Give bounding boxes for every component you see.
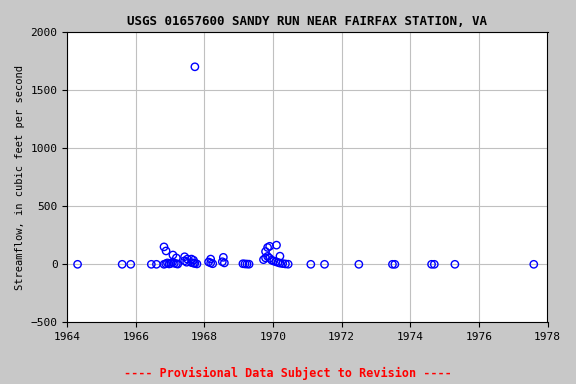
Point <box>242 261 252 267</box>
Point <box>168 259 177 265</box>
Point <box>161 248 170 254</box>
Point <box>261 248 270 255</box>
Point <box>160 261 169 267</box>
Point <box>172 261 181 267</box>
Point <box>218 259 227 265</box>
Point <box>430 261 439 267</box>
Point <box>259 257 268 263</box>
Point <box>180 258 189 264</box>
Point <box>126 261 135 267</box>
Point <box>160 244 169 250</box>
Point <box>263 253 272 260</box>
Point <box>278 260 287 266</box>
Point <box>273 259 282 265</box>
Point <box>173 261 183 267</box>
Point <box>265 243 274 249</box>
Point <box>166 260 176 266</box>
Point <box>269 258 278 264</box>
Point <box>172 255 181 261</box>
Point <box>271 259 281 265</box>
Point <box>180 254 189 260</box>
Point <box>267 257 276 263</box>
Point <box>320 261 329 267</box>
Y-axis label: Streamflow, in cubic feet per second: Streamflow, in cubic feet per second <box>15 65 25 290</box>
Point <box>529 261 539 267</box>
Point <box>118 261 127 267</box>
Point <box>427 261 436 267</box>
Point <box>204 259 213 265</box>
Point <box>208 261 217 267</box>
Point <box>187 256 196 262</box>
Point <box>240 261 249 267</box>
Point <box>219 254 228 260</box>
Title: USGS 01657600 SANDY RUN NEAR FAIRFAX STATION, VA: USGS 01657600 SANDY RUN NEAR FAIRFAX STA… <box>127 15 487 28</box>
Point <box>161 261 170 267</box>
Point <box>170 260 179 266</box>
Point <box>283 261 293 267</box>
Point <box>281 261 290 267</box>
Point <box>275 260 285 266</box>
Point <box>206 260 215 266</box>
Point <box>163 260 172 266</box>
Point <box>238 261 248 267</box>
Point <box>183 256 192 262</box>
Point <box>189 257 198 263</box>
Point <box>165 261 174 267</box>
Point <box>147 261 156 267</box>
Point <box>388 261 397 267</box>
Point <box>354 261 363 267</box>
Point <box>187 260 196 266</box>
Text: ---- Provisional Data Subject to Revision ----: ---- Provisional Data Subject to Revisio… <box>124 367 452 380</box>
Point <box>391 261 400 267</box>
Point <box>244 261 253 267</box>
Point <box>206 256 215 262</box>
Point <box>263 244 272 250</box>
Point <box>450 261 460 267</box>
Point <box>73 261 82 267</box>
Point <box>168 252 177 258</box>
Point <box>220 260 229 266</box>
Point <box>272 242 281 248</box>
Point <box>192 261 202 267</box>
Point <box>265 255 274 262</box>
Point <box>190 64 199 70</box>
Point <box>189 260 198 266</box>
Point <box>152 261 161 267</box>
Point <box>182 259 191 265</box>
Point <box>306 261 316 267</box>
Point <box>190 260 199 266</box>
Point <box>275 253 285 259</box>
Point <box>261 255 270 261</box>
